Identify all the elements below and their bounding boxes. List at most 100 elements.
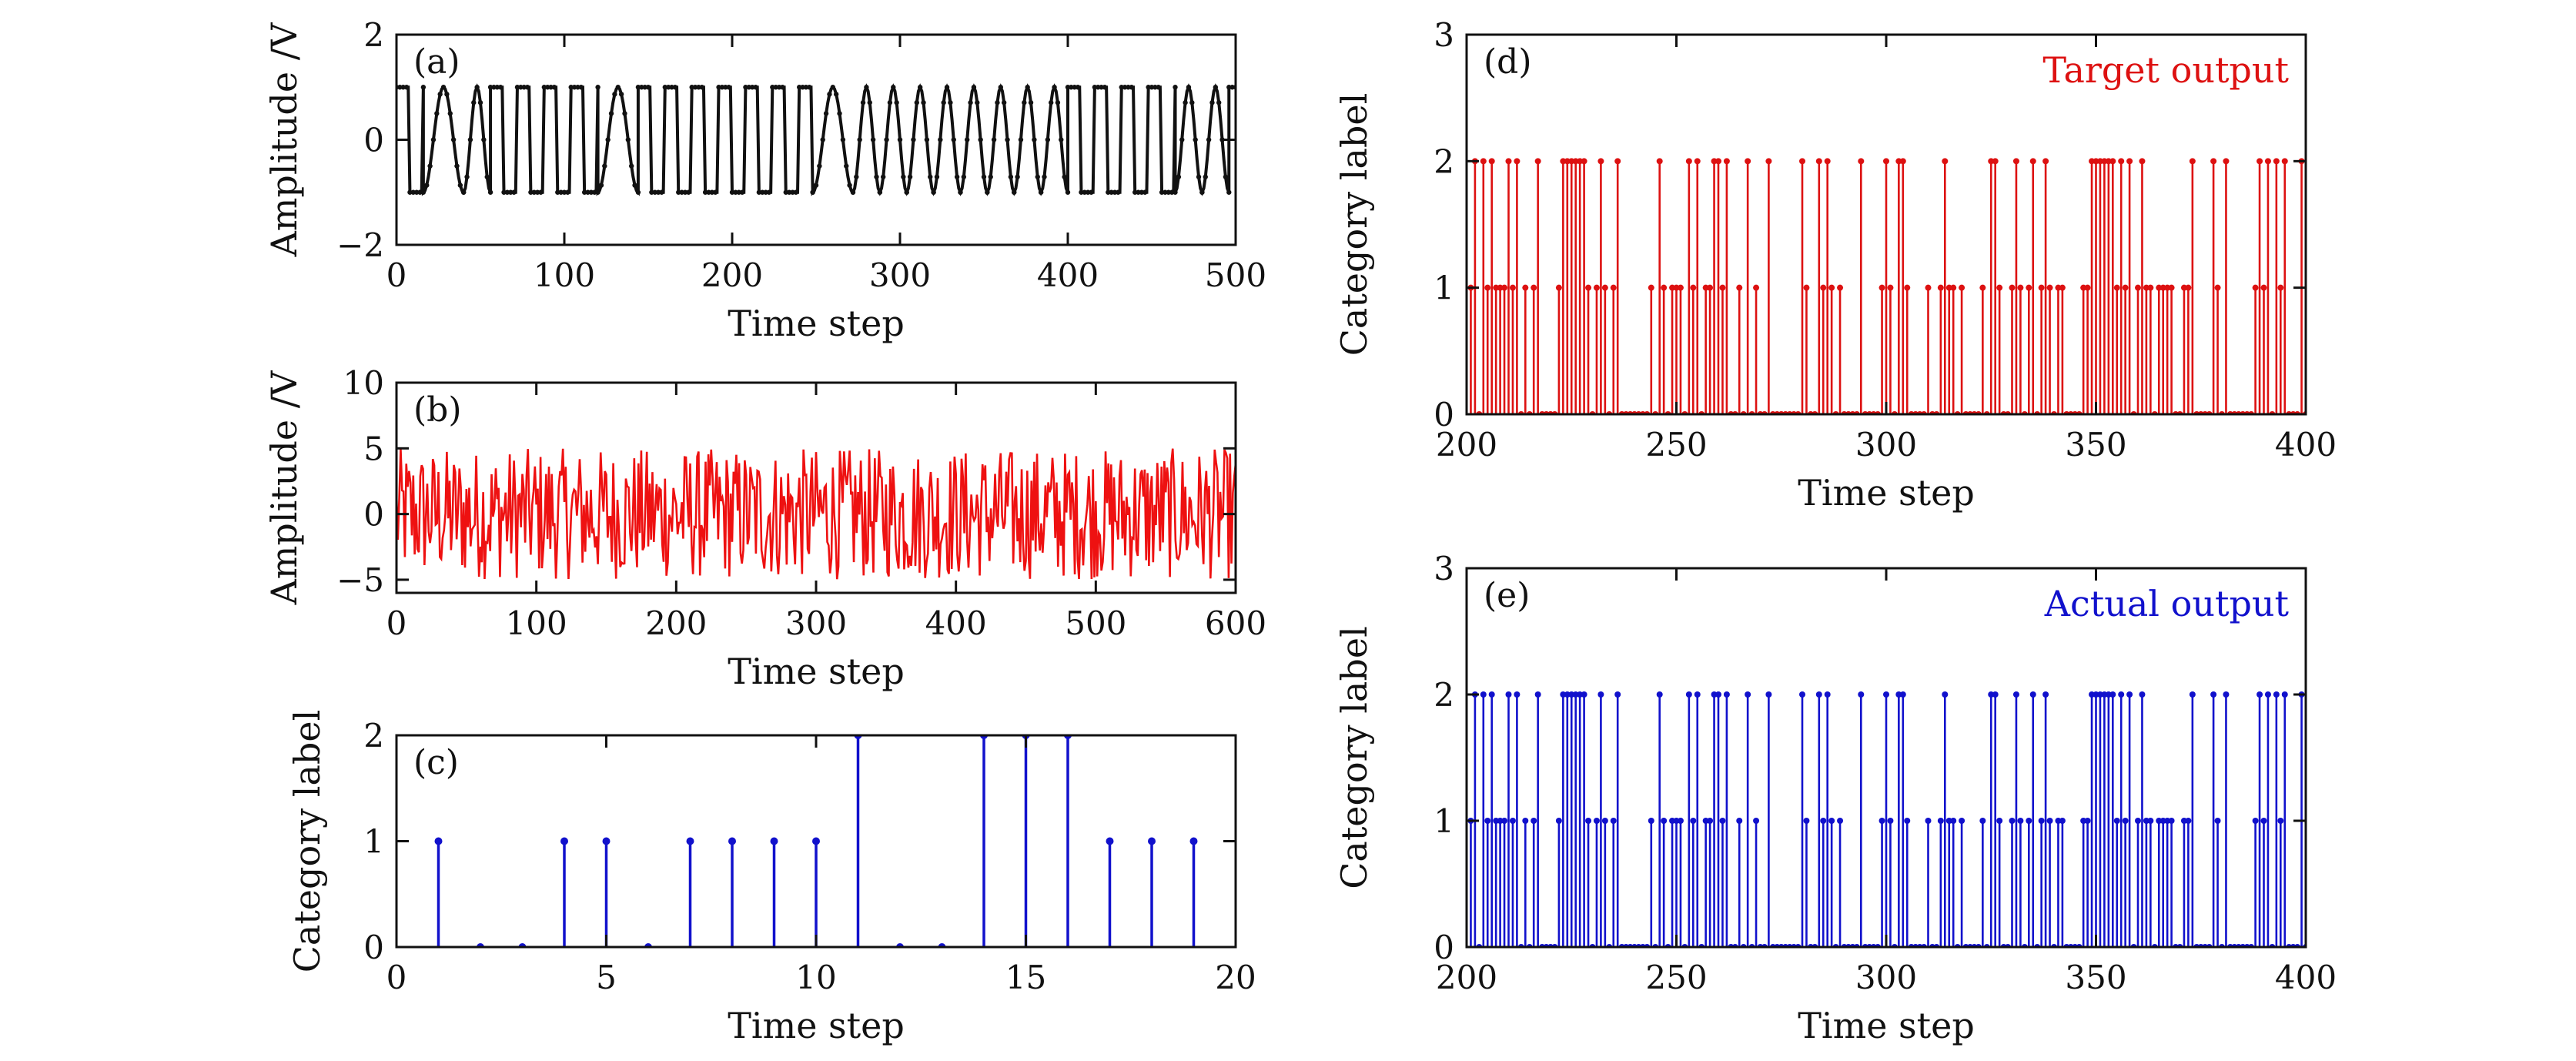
stem-marker <box>2281 691 2288 698</box>
stem-marker <box>2042 158 2049 165</box>
stem-marker <box>1534 691 1541 698</box>
data-point <box>911 137 916 142</box>
stem-marker <box>1656 158 1663 165</box>
stem-marker <box>1959 818 1965 824</box>
legend-label: Actual output <box>2044 583 2290 624</box>
stem-marker <box>1685 158 1692 165</box>
data-point <box>1065 189 1071 195</box>
stem-marker <box>1593 284 1600 291</box>
stem-marker <box>1484 284 1491 291</box>
data-point <box>961 174 967 179</box>
y-tick-label: 2 <box>363 16 384 54</box>
stem-marker <box>2118 691 2125 698</box>
data-point <box>1052 85 1057 90</box>
data-point <box>1173 85 1178 90</box>
data-point <box>1142 189 1148 195</box>
stem-marker <box>2046 284 2053 291</box>
data-point <box>847 182 852 188</box>
data-point <box>625 137 631 142</box>
series-line <box>396 448 1236 580</box>
data-point <box>928 174 933 179</box>
y-tick-label: 0 <box>363 929 384 966</box>
x-tick-label: 300 <box>785 604 847 642</box>
data-point <box>477 100 483 105</box>
data-point <box>931 189 936 195</box>
y-tick-label: 1 <box>1434 802 1454 840</box>
x-tick-label: 200 <box>1436 426 1497 464</box>
data-point <box>1213 85 1219 90</box>
data-point <box>827 92 832 97</box>
stem-marker <box>1745 691 1751 698</box>
data-point <box>1035 174 1040 179</box>
stem-marker <box>1837 284 1844 291</box>
y-tick-label: 0 <box>1434 396 1454 433</box>
data-point <box>1032 137 1037 142</box>
stem-marker <box>2009 284 2016 291</box>
x-tick-label: 15 <box>1005 959 1046 996</box>
stem-marker <box>1522 284 1529 291</box>
stem-marker <box>1707 284 1714 291</box>
x-tick-label: 300 <box>869 256 931 294</box>
data-point <box>894 100 899 105</box>
stem-marker <box>1942 158 1949 165</box>
stem-marker <box>1736 818 1743 824</box>
data-point <box>1223 174 1229 179</box>
data-point <box>874 174 879 179</box>
plot-area <box>396 448 1236 580</box>
data-point <box>1059 137 1064 142</box>
data-point <box>672 85 678 90</box>
stem-marker <box>686 837 694 845</box>
stem-marker <box>1765 158 1772 165</box>
stem-marker <box>1715 691 1721 698</box>
data-point <box>645 85 651 90</box>
stem-marker <box>1765 691 1772 698</box>
stem-marker <box>2084 818 2091 824</box>
data-point <box>618 92 624 97</box>
stem-marker <box>1690 818 1697 824</box>
stem-marker <box>1815 691 1822 698</box>
stem-marker <box>1648 284 1654 291</box>
data-point <box>699 85 704 90</box>
plot-area <box>434 735 1198 947</box>
data-point <box>1176 174 1182 179</box>
x-tick-label: 100 <box>534 256 595 294</box>
x-tick-label: 5 <box>596 959 617 996</box>
stem-marker <box>1979 284 1986 291</box>
stem-marker <box>1942 691 1949 698</box>
x-tick-label: 350 <box>2065 426 2126 464</box>
x-tick-label: 400 <box>1037 256 1099 294</box>
plot-area <box>1467 158 2306 414</box>
y-axis-title: Category label <box>1333 626 1375 889</box>
data-point <box>901 174 906 179</box>
x-tick-label: 350 <box>2065 959 2126 996</box>
data-point <box>1022 100 1027 105</box>
stem-marker <box>1753 284 1760 291</box>
stem-marker <box>1531 818 1537 824</box>
data-point <box>1018 137 1024 142</box>
stem-marker <box>1824 158 1831 165</box>
stem-marker <box>1148 837 1156 845</box>
data-point <box>830 85 836 90</box>
stem-marker <box>1480 691 1487 698</box>
stem-marker <box>1899 691 1906 698</box>
stem-marker <box>2046 818 2053 824</box>
data-point <box>891 85 896 90</box>
stem-marker <box>2135 818 2141 824</box>
x-tick-label: 20 <box>1215 959 1256 996</box>
data-point <box>565 189 570 195</box>
data-point <box>975 100 980 105</box>
y-tick-label: 0 <box>363 122 384 159</box>
data-point <box>985 189 990 195</box>
stem-marker <box>1723 158 1730 165</box>
stem-marker <box>1685 691 1692 698</box>
stem-marker <box>2264 158 2271 165</box>
data-point <box>917 85 923 90</box>
stem-marker <box>1803 284 1810 291</box>
x-tick-label: 250 <box>1645 426 1707 464</box>
stem-marker <box>2311 691 2317 698</box>
stem-marker <box>1719 818 1726 824</box>
stem-marker <box>2084 284 2091 291</box>
